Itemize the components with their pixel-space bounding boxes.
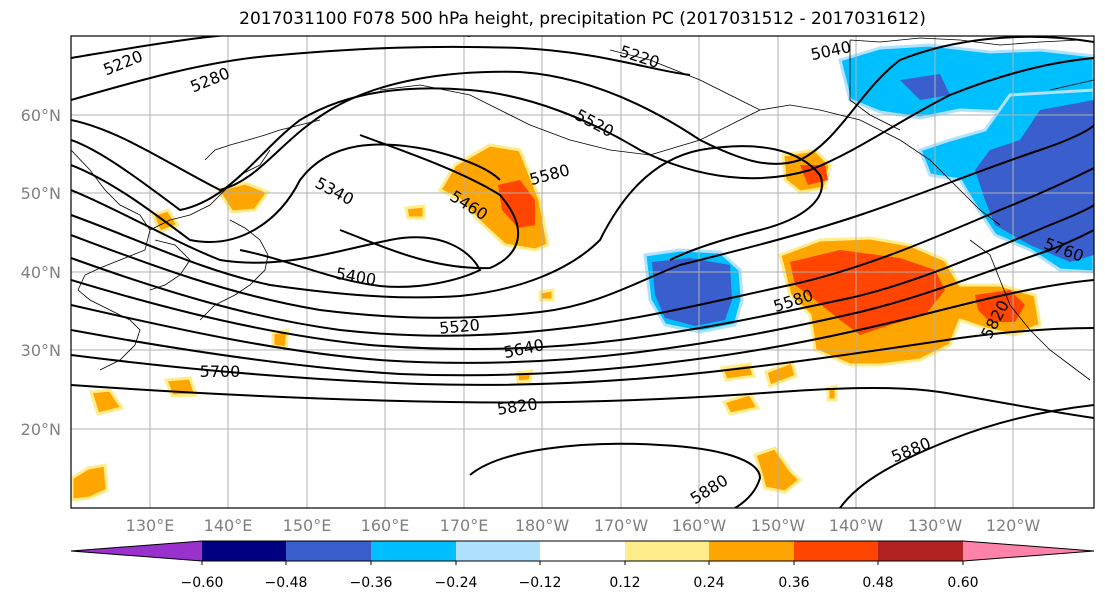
colorbar-tick: −0.36 [350, 575, 393, 591]
latitude-labels: 60°N 50°N 40°N 30°N 20°N [21, 106, 61, 439]
colorbar-segment [625, 541, 709, 561]
colorbar-segment [709, 541, 794, 561]
contour-label: 5520 [438, 315, 480, 337]
colorbar-ticks: −0.60 −0.48 −0.36 −0.24 −0.12 0.12 0.24 … [181, 575, 979, 591]
colorbar-segment [794, 541, 878, 561]
contour-label: 5700 [200, 362, 241, 381]
colorbar-tick: 0.12 [609, 575, 640, 591]
lat-label: 30°N [21, 341, 61, 360]
height-contours [71, 36, 1094, 508]
lon-label: 120°W [986, 516, 1041, 535]
colorbar-segment [71, 541, 202, 561]
lon-label: 160°W [672, 516, 727, 535]
colorbar-tick: 0.36 [778, 575, 809, 591]
lon-label: 170°W [594, 516, 649, 535]
lon-label: 140°E [204, 516, 253, 535]
colorbar-segments [70, 540, 1095, 565]
colorbar-tick: 0.60 [947, 575, 978, 591]
lat-label: 60°N [21, 106, 61, 125]
lon-label: 150°E [283, 516, 332, 535]
lon-label: 150°W [751, 516, 806, 535]
colorbar-segment [878, 541, 963, 561]
map-frame [70, 35, 1095, 509]
colorbar-tick: −0.60 [181, 575, 224, 591]
lon-label: 160°E [361, 516, 410, 535]
colorbar-segment [963, 541, 1094, 561]
lon-label: 130°W [908, 516, 963, 535]
colorbar-tick: −0.48 [265, 575, 308, 591]
colorbar-tick: −0.24 [435, 575, 478, 591]
lon-label: 170°E [440, 516, 489, 535]
map-title: 2017031100 F078 500 hPa height, precipit… [239, 9, 926, 29]
longitude-labels: 130°E 140°E 150°E 160°E 170°E 180°W 170°… [126, 516, 1041, 535]
lat-label: 40°N [21, 263, 61, 282]
lon-label: 130°E [126, 516, 175, 535]
lat-label: 20°N [21, 420, 61, 439]
colorbar-tick: 0.24 [693, 575, 724, 591]
colorbar-segment [456, 541, 540, 561]
graticule [71, 36, 1094, 508]
lon-label: 180°W [515, 516, 570, 535]
colorbar-tick: −0.12 [519, 575, 562, 591]
colorbar-segment [371, 541, 456, 561]
coastlines [71, 37, 1094, 381]
lon-label: 140°W [829, 516, 884, 535]
colorbar-segment [202, 541, 286, 561]
colorbar-segment [540, 541, 625, 561]
colorbar-segment [286, 541, 371, 561]
colorbar-tick: 0.48 [862, 575, 893, 591]
lat-label: 50°N [21, 184, 61, 203]
